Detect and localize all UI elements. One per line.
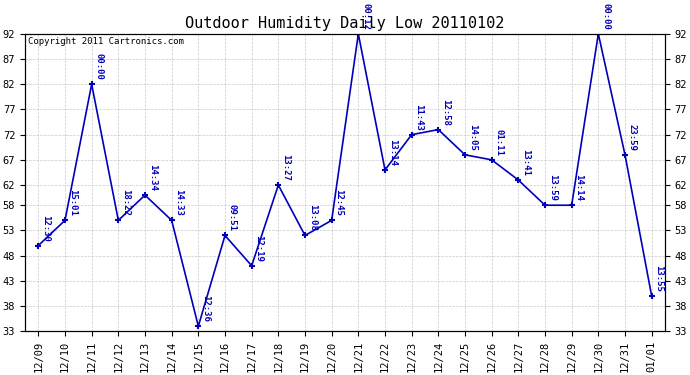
Text: 23:59: 23:59	[628, 124, 637, 151]
Text: 13:41: 13:41	[521, 149, 530, 176]
Text: 00:00: 00:00	[95, 53, 103, 80]
Text: 12:36: 12:36	[201, 295, 210, 322]
Text: 18:22: 18:22	[121, 189, 130, 216]
Text: 00:00: 00:00	[601, 3, 610, 30]
Text: 11:43: 11:43	[415, 104, 424, 130]
Text: 13:14: 13:14	[388, 139, 397, 166]
Text: Copyright 2011 Cartronics.com: Copyright 2011 Cartronics.com	[28, 37, 184, 46]
Text: 12:45: 12:45	[335, 189, 344, 216]
Text: 00:12: 00:12	[361, 3, 370, 30]
Text: 15:01: 15:01	[68, 189, 77, 216]
Text: 12:19: 12:19	[255, 235, 264, 261]
Text: 14:33: 14:33	[175, 189, 184, 216]
Text: 13:55: 13:55	[654, 265, 664, 292]
Text: 14:05: 14:05	[468, 124, 477, 151]
Text: 13:59: 13:59	[548, 174, 557, 201]
Text: 14:14: 14:14	[575, 174, 584, 201]
Text: 12:30: 12:30	[41, 214, 50, 242]
Text: 14:34: 14:34	[148, 164, 157, 191]
Text: 09:51: 09:51	[228, 204, 237, 231]
Text: 13:08: 13:08	[308, 204, 317, 231]
Title: Outdoor Humidity Daily Low 20110102: Outdoor Humidity Daily Low 20110102	[186, 16, 504, 31]
Text: 12:58: 12:58	[441, 99, 450, 125]
Text: 13:27: 13:27	[281, 154, 290, 181]
Text: 01:11: 01:11	[495, 129, 504, 156]
